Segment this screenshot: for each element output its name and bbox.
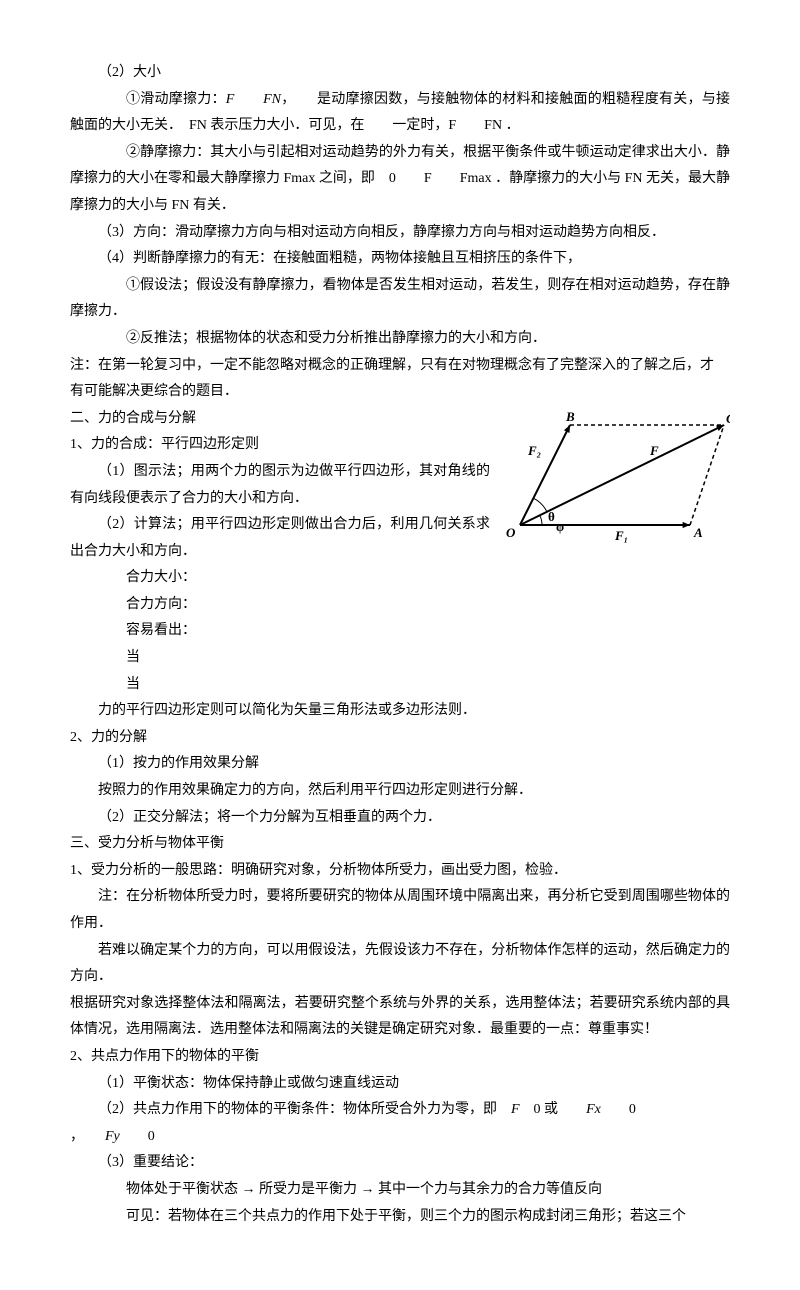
para: 合力大小：: [70, 565, 730, 592]
svg-text:C: C: [726, 411, 730, 426]
para: 按照力的作用效果确定力的方向，然后利用平行四边形定则进行分解．: [70, 778, 730, 805]
para: ， Fy 0: [70, 1124, 730, 1151]
parallelogram-diagram: B C O A F F₁ F₂ θφ: [500, 410, 730, 550]
para: （4）判断静摩擦力的有无：在接触面粗糙，两物体接触且互相挤压的条件下，: [70, 246, 730, 273]
para: （1）平衡状态：物体保持静止或做匀速直线运动: [70, 1071, 730, 1098]
para: 合力方向：: [70, 592, 730, 619]
para: （3）方向：滑动摩擦力方向与相对运动方向相反，静摩擦力方向与相对运动趋势方向相反…: [70, 220, 730, 247]
para: ①滑动摩擦力：F FN， 是动摩擦因数，与接触物体的材料和接触面的粗糙程度有关，…: [70, 87, 730, 140]
heading: 三、受力分析与物体平衡: [70, 831, 730, 858]
para: 当: [70, 645, 730, 672]
para: 2、力的分解: [70, 725, 730, 752]
svg-text:θ: θ: [548, 509, 555, 524]
para: （3）重要结论：: [70, 1150, 730, 1177]
para: （2）共点力作用下的物体的平衡条件：物体所受合外力为零，即 F 0 或 Fx 0: [70, 1097, 730, 1124]
para: 若难以确定某个力的方向，可以用假设法，先假设该力不存在，分析物体作怎样的运动，然…: [70, 938, 730, 991]
para: 容易看出：: [70, 618, 730, 645]
parallelogram-svg: B C O A F F₁ F₂ θφ: [500, 410, 730, 550]
para: 可见：若物体在三个共点力的作用下处于平衡，则三个力的图示构成封闭三角形；若这三个: [70, 1204, 730, 1231]
para: ①假设法；假设没有静摩擦力，看物体是否发生相对运动，若发生，则存在相对运动趋势，…: [70, 273, 730, 326]
para: 1、受力分析的一般思路：明确研究对象，分析物体所受力，画出受力图，检验．: [70, 858, 730, 885]
para: ②反推法；根据物体的状态和受力分析推出静摩擦力的大小和方向．: [70, 326, 730, 353]
para: 注：在第一轮复习中，一定不能忽略对概念的正确理解，只有在对物理概念有了完整深入的…: [70, 353, 730, 380]
svg-text:F₂: F₂: [527, 443, 541, 458]
para: 力的平行四边形定则可以简化为矢量三角形法或多边形法则．: [70, 698, 730, 725]
para: （2）正交分解法；将一个力分解为互相垂直的两个力．: [70, 805, 730, 832]
para: 有可能解决更综合的题目．: [70, 379, 730, 406]
para: （2）大小: [70, 60, 730, 87]
para: 根据研究对象选择整体法和隔离法，若要研究整个系统与外界的关系，选用整体法；若要研…: [70, 991, 730, 1044]
svg-text:O: O: [506, 525, 516, 540]
para: 物体处于平衡状态 → 所受力是平衡力 → 其中一个力与其余力的合力等值反向: [70, 1177, 730, 1204]
svg-text:φ: φ: [556, 519, 564, 534]
para: ②静摩擦力：其大小与引起相对运动趋势的外力有关，根据平衡条件或牛顿运动定律求出大…: [70, 140, 730, 220]
para: 当: [70, 672, 730, 699]
svg-text:F₁: F₁: [614, 528, 628, 543]
svg-text:F: F: [649, 443, 659, 458]
document-body: （2）大小 ①滑动摩擦力：F FN， 是动摩擦因数，与接触物体的材料和接触面的粗…: [70, 60, 730, 1230]
para: （1）按力的作用效果分解: [70, 751, 730, 778]
svg-text:B: B: [565, 410, 575, 424]
para: 注：在分析物体所受力时，要将所要研究的物体从周围环境中隔离出来，再分析它受到周围…: [70, 884, 730, 937]
svg-text:A: A: [693, 525, 703, 540]
para: 2、共点力作用下的物体的平衡: [70, 1044, 730, 1071]
